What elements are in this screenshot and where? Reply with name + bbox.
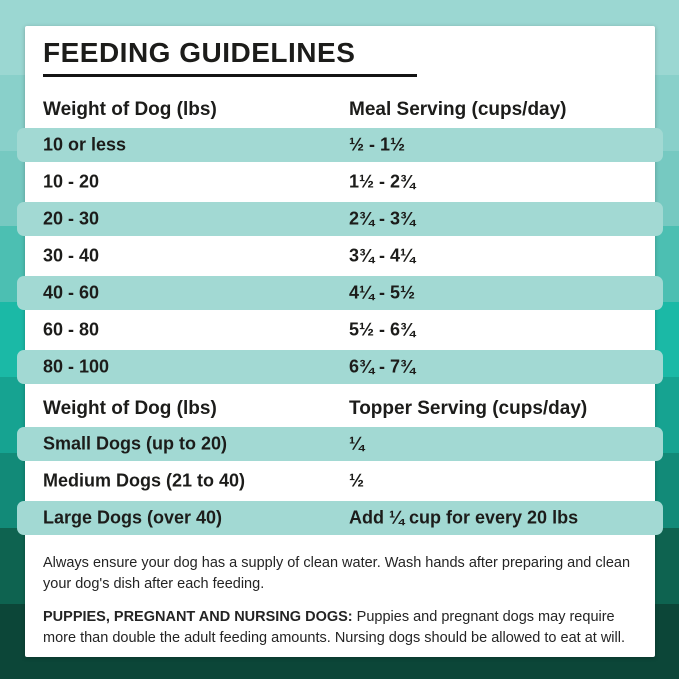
table-row: 20 - 30 2¾ - 3¾ (17, 202, 663, 236)
weight-cell: 60 - 80 (43, 319, 100, 340)
serving-cell: 1½ - 2¾ (349, 171, 416, 192)
table-row: Small Dogs (up to 20) ¼ (17, 427, 663, 461)
table-row: 10 - 20 1½ - 2¾ (17, 165, 663, 199)
topper-table-header-weight: Weight of Dog (lbs) (43, 398, 217, 419)
meal-table-header-weight: Weight of Dog (lbs) (43, 99, 217, 120)
special-note-label: PUPPIES, PREGNANT AND NURSING DOGS: (43, 609, 353, 625)
special-note-text: Puppies and pregnant dogs may require mo… (43, 609, 625, 646)
serving-cell: 2¾ - 3¾ (349, 208, 416, 229)
weight-cell: 80 - 100 (43, 356, 110, 377)
meal-table: 10 or less ½ - 1½ 10 - 20 1½ - 2¾ 20 - 30 2¾ … (17, 128, 663, 384)
topper-table: Small Dogs (up to 20) ¼ Medium Dogs (21 to… (17, 427, 663, 535)
table-row: 60 - 80 5½ - 6¾ (17, 313, 663, 347)
water-note: Always ensure your dog has a supply of c… (43, 555, 631, 592)
serving-cell: 6¾ - 7¾ (349, 356, 416, 377)
weight-cell: Medium Dogs (21 to 40) (43, 470, 246, 491)
serving-cell: ½ - 1½ (349, 134, 406, 155)
serving-cell: ¼ (349, 433, 365, 454)
topper-table-header-serving: Topper Serving (cups/day) (349, 398, 588, 419)
weight-cell: 40 - 60 (43, 282, 100, 303)
special-note: PUPPIES, PREGNANT AND NURSING DOGS: Pupp… (43, 607, 637, 649)
serving-cell: ½ (349, 470, 365, 491)
page-title: FEEDING GUIDELINES (43, 37, 356, 68)
table-row: 30 - 40 3¾ - 4¼ (17, 239, 663, 273)
table-row: 10 or less ½ - 1½ (17, 128, 663, 162)
weight-cell: Large Dogs (over 40) (43, 507, 223, 528)
meal-table-header: Weight of Dog (lbs) Meal Serving (cups/d… (25, 99, 655, 121)
serving-cell: 5½ - 6¾ (349, 319, 416, 340)
table-row: Medium Dogs (21 to 40) ½ (17, 464, 663, 498)
table-row: 40 - 60 4¼ - 5½ (17, 276, 663, 310)
table-row: 80 - 100 6¾ - 7¾ (17, 350, 663, 384)
notes-section: Always ensure your dog has a supply of c… (43, 553, 637, 649)
weight-cell: 10 - 20 (43, 171, 100, 192)
weight-cell: 10 or less (43, 134, 127, 155)
serving-cell: Add ¼ cup for every 20 lbs (349, 507, 579, 528)
feeding-guidelines-card: FEEDING GUIDELINES Weight of Dog (lbs) M… (17, 26, 663, 657)
weight-cell: Small Dogs (up to 20) (43, 433, 228, 454)
serving-cell: 3¾ - 4¼ (349, 245, 416, 266)
serving-cell: 4¼ - 5½ (349, 282, 416, 303)
weight-cell: 30 - 40 (43, 245, 100, 266)
title-underline (43, 74, 417, 77)
topper-table-header: Weight of Dog (lbs) Topper Serving (cups… (25, 398, 655, 420)
meal-table-header-serving: Meal Serving (cups/day) (349, 99, 567, 120)
table-row: Large Dogs (over 40) Add ¼ cup for every … (17, 501, 663, 535)
weight-cell: 20 - 30 (43, 208, 100, 229)
